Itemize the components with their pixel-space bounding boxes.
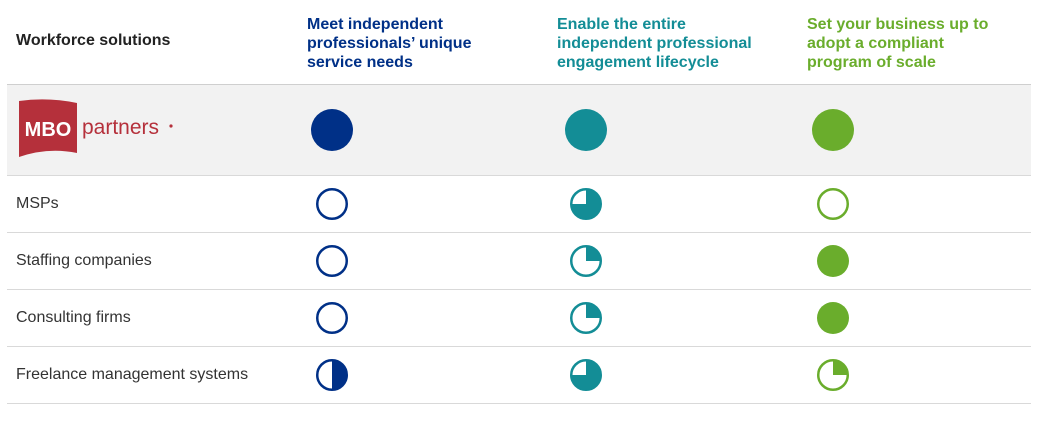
rating-ring — [316, 302, 348, 334]
mbo-partners-logo: MBO partners — [18, 98, 178, 160]
rating-fill — [586, 303, 601, 318]
logo-word-text: partners — [82, 116, 159, 139]
rating-fill — [565, 109, 607, 151]
rating-circle-icon — [570, 359, 602, 391]
rating-circle-icon — [570, 245, 602, 277]
rating-circle-icon — [570, 188, 602, 220]
rating-ring — [817, 188, 849, 220]
rating-circle-icon — [311, 109, 353, 151]
rating-msps-col2 — [556, 176, 616, 232]
rating-fill — [571, 360, 601, 390]
rating-ring — [316, 245, 348, 277]
table-row-msps: MSPs — [7, 176, 1031, 233]
header-column-3: Set your business up to adopt a complian… — [807, 16, 989, 71]
rating-fill — [311, 109, 353, 151]
rating-circle-icon — [316, 302, 348, 334]
table-row-freelance-management-systems: Freelance management systems — [7, 347, 1031, 404]
rating-mbo-col1 — [302, 85, 362, 175]
rating-staffing-col2 — [556, 233, 616, 289]
rating-fill — [571, 189, 601, 219]
rating-fill — [817, 302, 849, 334]
rating-fill — [817, 245, 849, 277]
rating-fill — [812, 109, 854, 151]
rating-circle-icon — [812, 109, 854, 151]
table-row-staffing-companies: Staffing companies — [7, 233, 1031, 290]
rating-circle-icon — [817, 359, 849, 391]
row-label: Staffing companies — [16, 252, 152, 269]
rating-consulting-col3 — [803, 290, 863, 346]
rating-fill — [833, 360, 848, 375]
table-header: Workforce solutions Meet independent pro… — [7, 0, 1031, 85]
rating-circle-icon — [570, 302, 602, 334]
mbo-partners-logo-graphic: MBO partners — [19, 99, 173, 157]
rating-consulting-col1 — [302, 290, 362, 346]
rating-mbo-col2 — [556, 85, 616, 175]
logo-mark-text: MBO — [25, 119, 72, 141]
rating-mbo-col3 — [803, 85, 863, 175]
rating-circle-icon — [316, 245, 348, 277]
rating-circle-icon — [316, 188, 348, 220]
rating-circle-icon — [817, 302, 849, 334]
comparison-table: Workforce solutions Meet independent pro… — [7, 0, 1031, 404]
rating-fill — [332, 360, 347, 390]
row-label: Consulting firms — [16, 309, 131, 326]
rating-circle-icon — [817, 188, 849, 220]
rating-fms-col1 — [302, 347, 362, 403]
rating-msps-col3 — [803, 176, 863, 232]
table-row-mbo-partners: MBO partners — [7, 85, 1031, 176]
header-column-2: Enable the entire independent profession… — [557, 16, 752, 71]
table-row-consulting-firms: Consulting firms — [7, 290, 1031, 347]
rating-circle-icon — [316, 359, 348, 391]
rating-fill — [586, 246, 601, 261]
rating-ring — [316, 188, 348, 220]
rating-circle-icon — [817, 245, 849, 277]
rating-circle-icon — [565, 109, 607, 151]
rating-fms-col2 — [556, 347, 616, 403]
rating-staffing-col1 — [302, 233, 362, 289]
rating-fms-col3 — [803, 347, 863, 403]
row-label: Freelance management systems — [16, 366, 249, 383]
header-workforce-solutions: Workforce solutions — [16, 32, 171, 49]
header-column-1: Meet independent professionals’ unique s… — [307, 16, 472, 71]
rating-consulting-col2 — [556, 290, 616, 346]
rating-staffing-col3 — [803, 233, 863, 289]
row-label: MSPs — [16, 195, 59, 212]
rating-msps-col1 — [302, 176, 362, 232]
